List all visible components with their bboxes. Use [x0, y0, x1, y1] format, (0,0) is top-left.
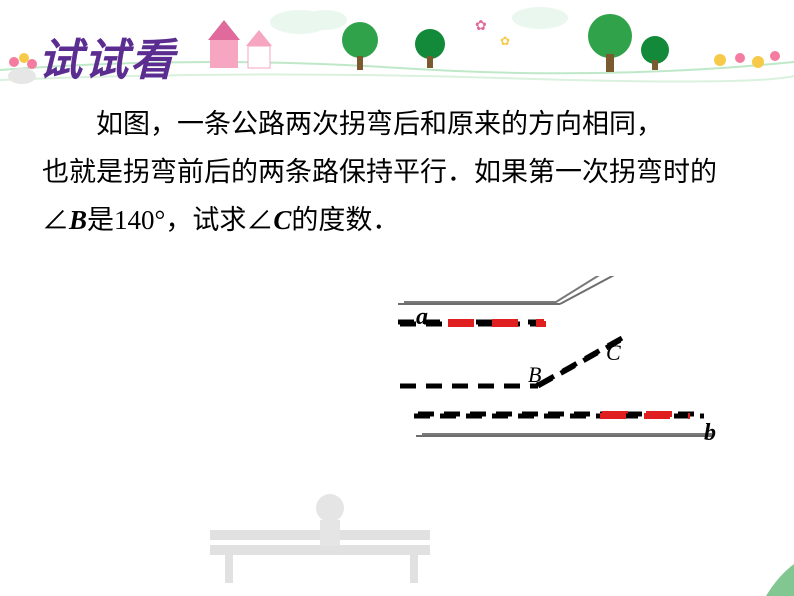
watermark-illustration: [170, 470, 490, 590]
var-c-upper: C: [273, 205, 291, 235]
label-angle-c: C: [606, 340, 621, 366]
road-diagram: a b B C: [378, 276, 734, 466]
text-line1: 如图，一条公路两次拐弯后和原来的方向相同，: [96, 109, 663, 139]
label-angle-b: B: [528, 362, 541, 388]
text-line2-suffix: 的度数．: [291, 205, 399, 235]
label-a: a: [416, 304, 428, 331]
label-b: b: [704, 420, 716, 447]
var-b-upper: B: [69, 205, 87, 235]
corner-decoration: [754, 556, 794, 596]
slide-title: 试试看: [38, 24, 176, 88]
text-line2-mid: 是140°，试求∠: [87, 205, 273, 235]
svg-text:✿: ✿: [475, 19, 487, 34]
problem-text: 如图，一条公路两次拐弯后和原来的方向相同， 也就是拐弯前后的两条路保持平行．如果…: [42, 100, 742, 244]
svg-text:✿: ✿: [500, 34, 510, 48]
